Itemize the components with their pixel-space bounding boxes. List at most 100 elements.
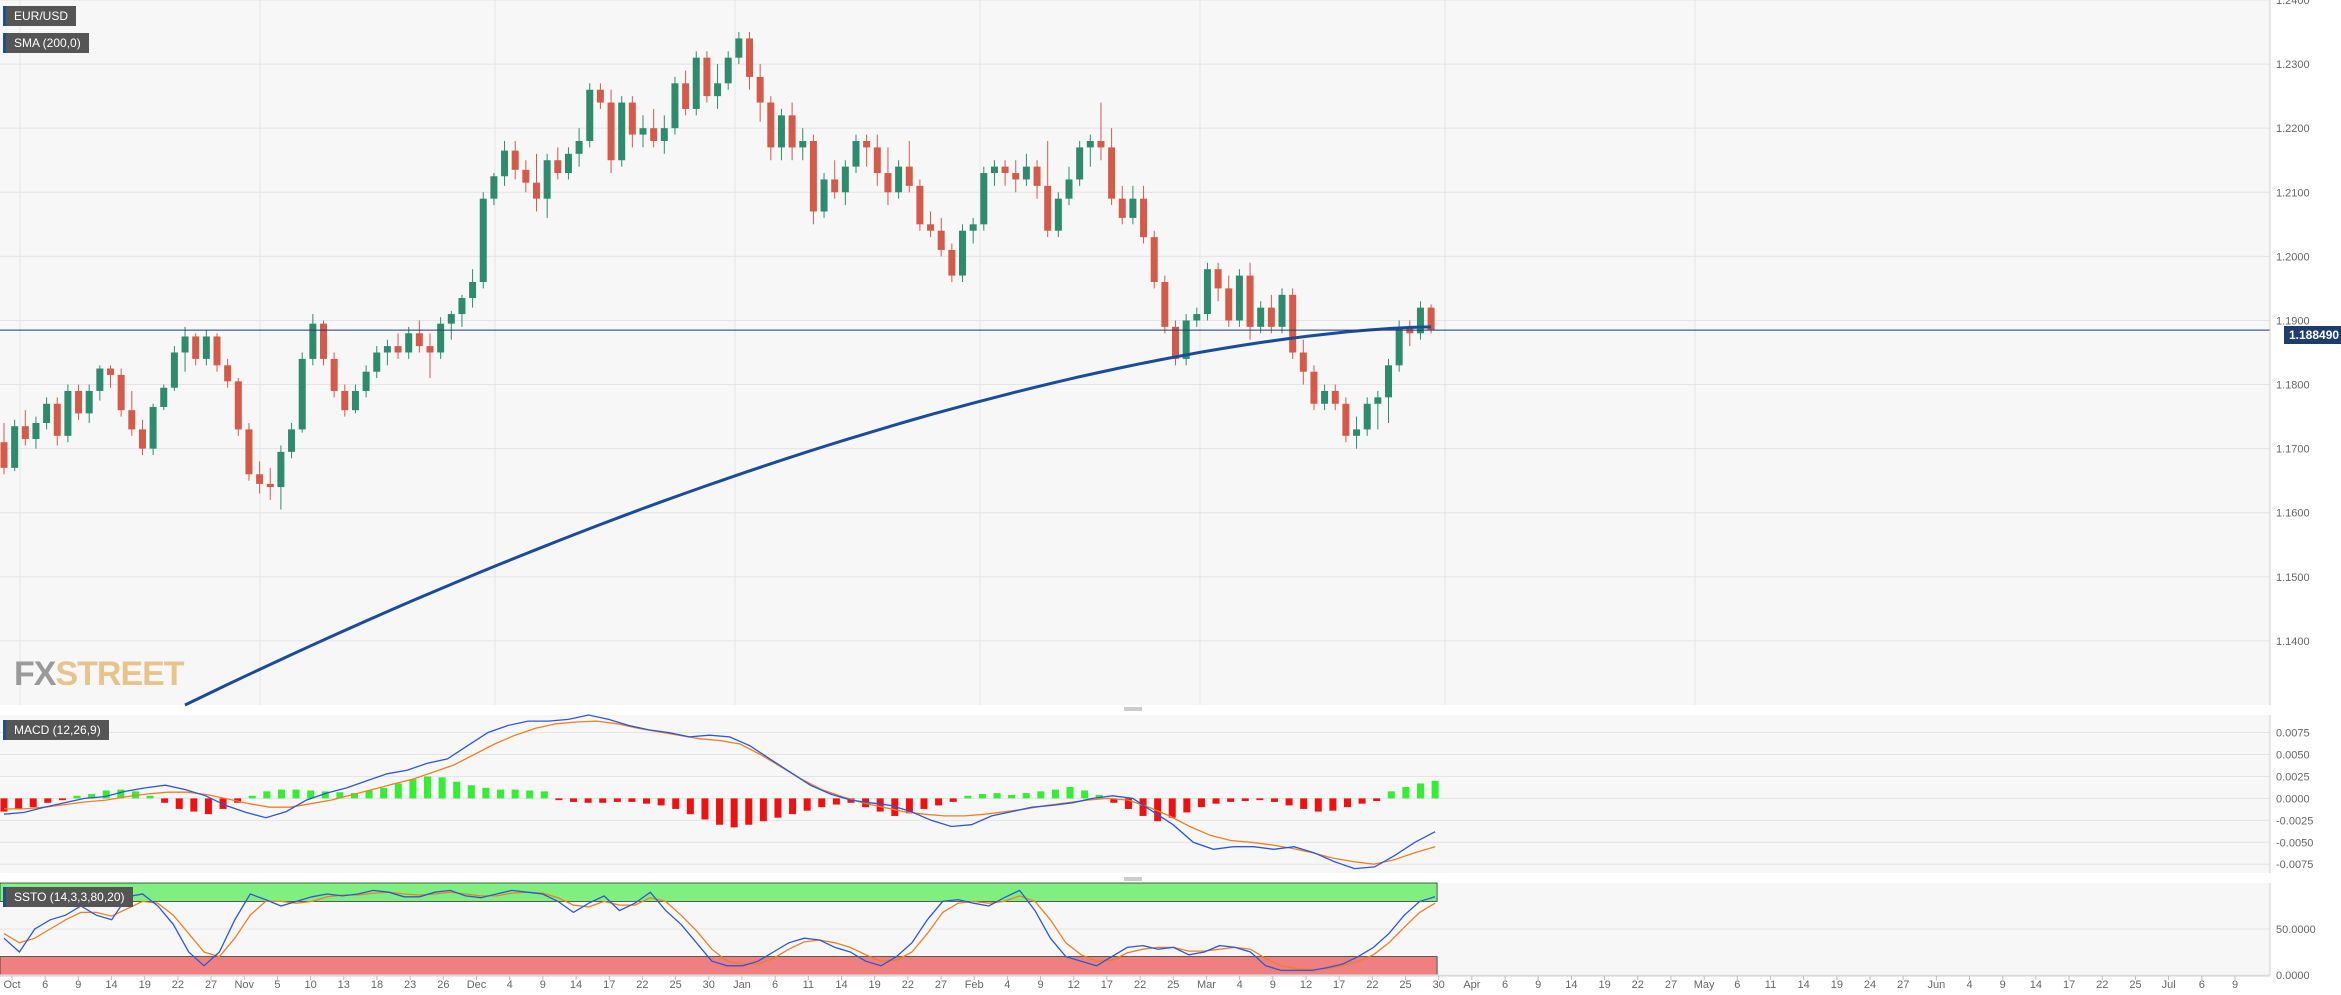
macd-histogram-bar [1022,793,1030,799]
x-tick-label: Apr [1463,979,1480,991]
macd-histogram-bar [423,776,431,799]
candle-body [181,336,189,353]
macd-histogram-bar [730,798,738,828]
x-tick-label: 11 [1765,979,1776,991]
candle-body [490,176,498,199]
candle-body [554,160,562,174]
candle-body [1193,314,1201,321]
candle-body [1374,397,1382,404]
candle-body [1310,371,1318,404]
macd-histogram-bar [1358,798,1366,804]
macd-histogram-bar [1416,783,1424,799]
macd-histogram-bar [307,790,315,799]
macd-histogram-bar [1270,798,1278,802]
macd-histogram-bar [497,789,505,799]
x-tick-label: Nov [234,979,254,991]
x-tick-label: 6 [1502,979,1508,991]
macd-histogram-bar [146,795,154,799]
macd-histogram-bar [409,779,417,799]
candle-body [405,333,413,353]
macd-histogram-bar [1008,794,1016,799]
x-tick-label: 14 [2030,979,2042,991]
x-tick-label: 14 [835,979,847,991]
macd-histogram-bar [1183,798,1191,813]
candle-body [841,166,849,193]
candle-body [714,83,722,97]
macd-histogram-bar [350,793,358,799]
macd-histogram-bar [467,785,475,799]
candle-body [628,102,636,135]
macd-histogram-bar [1037,791,1045,799]
overbought-zone [0,882,1438,902]
macd-histogram-bar [745,798,753,825]
x-tick-label: 9 [540,979,546,991]
candle-body [1161,282,1169,327]
ssto-k-line [3,889,1436,972]
candle-body [32,423,40,440]
candle-body [959,230,966,276]
oversold-zone [0,956,1438,976]
candle-body [1182,320,1190,359]
x-tick-label: 27 [1665,979,1677,991]
candle-body [1278,294,1286,327]
candle-body [1289,294,1297,353]
candle-body [1086,141,1094,148]
x-tick-label: 6 [42,979,48,991]
candle-body [820,179,828,212]
sma-legend: SMA (200,0) [3,33,89,53]
macd-histogram-bar [1241,798,1249,802]
candle-body [330,358,338,391]
macd-line [3,714,1436,870]
x-tick-label: 22 [902,979,914,991]
macd-histogram-bar [0,798,8,812]
candle-body [351,390,359,411]
macd-histogram-bar [336,792,344,799]
x-tick-label: 9 [1535,979,1541,991]
price-ytick-label: 1.1400 [2276,636,2310,648]
x-tick-label: 9 [1270,979,1276,991]
candle-body [128,410,136,430]
candle-body [373,352,381,372]
candle-body [43,403,51,423]
candle-body [298,358,306,430]
candle-body [458,298,466,315]
candle-body [1299,352,1307,372]
macd-histogram-bar [1139,798,1147,816]
price-ytick-label: 1.1900 [2276,315,2310,327]
x-tick-label: 22 [636,979,648,991]
macd-histogram-bar [453,781,461,799]
candle-body [692,57,700,109]
x-tick-label: 24 [1864,979,1876,991]
candle-body [831,179,839,193]
macd-histogram-bar [15,798,23,809]
macd-histogram-bar [1387,791,1395,799]
candle-body [703,57,711,97]
x-tick-label: 25 [2129,979,2141,991]
x-tick-label: 27 [205,979,217,991]
last-price-tag: 1.188490 [2284,326,2341,344]
candle-body [522,169,530,183]
price-ytick-label: 1.2000 [2276,251,2310,263]
macd-histogram-bar [365,790,373,799]
candle-body [1172,326,1179,359]
candle-body [160,387,168,407]
macd-histogram-bar [920,798,928,809]
resize-handle [1124,707,1142,711]
x-tick-label: 17 [603,979,615,991]
candle-body [53,403,61,436]
price-ytick-label: 1.2300 [2276,59,2310,71]
candle-body [916,185,924,225]
x-tick-label: 19 [869,979,881,991]
candle-body [1108,147,1116,199]
ssto-ytick-label: 0.0000 [2276,970,2310,982]
candle-body [1076,147,1084,180]
macd-histogram-bar [263,791,271,799]
x-tick-label: 17 [2063,979,2075,991]
x-tick-label: Dec [467,979,487,991]
candle-body [75,390,83,414]
symbol-legend: EUR/USD [3,6,77,26]
candle-body [777,115,785,148]
candle-body [990,166,998,174]
candle-body [256,474,264,484]
